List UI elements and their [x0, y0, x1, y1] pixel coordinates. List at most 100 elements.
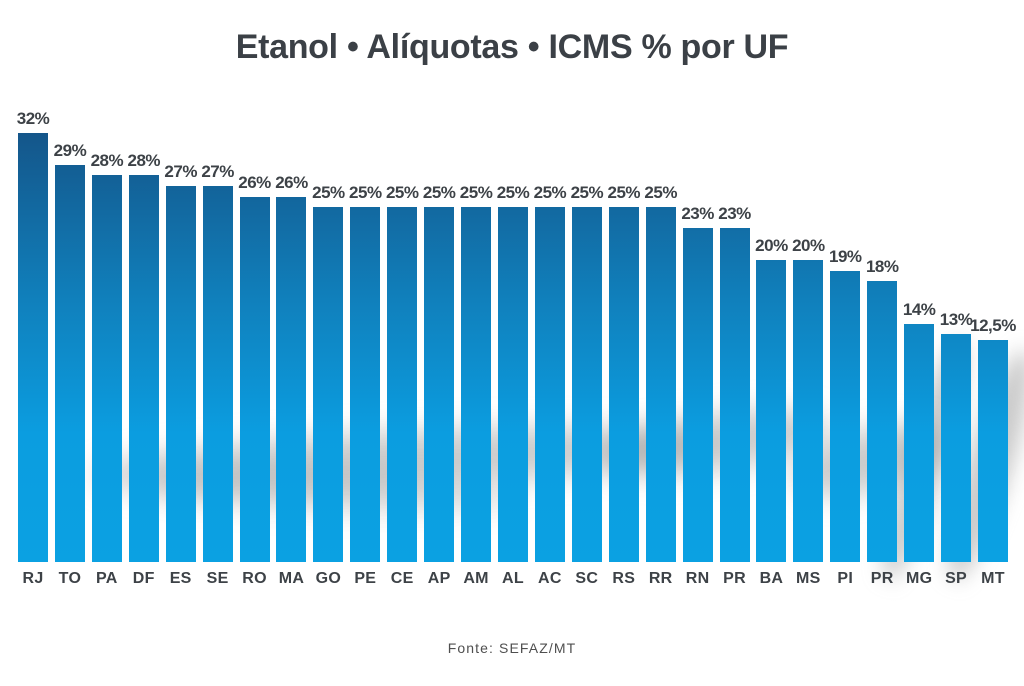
bar-column: 20% BA	[755, 236, 788, 587]
bar-column: 25% RS	[607, 183, 640, 587]
bar-value-label: 25%	[533, 183, 567, 202]
bar-column: 25% RR	[644, 183, 677, 587]
bar	[977, 340, 1008, 562]
bar-column: 25% PE	[349, 183, 382, 587]
bar-value-label: 25%	[607, 183, 641, 202]
bar	[128, 175, 159, 562]
bar-column: 25% AM	[460, 183, 493, 587]
bar-column: 26% RO	[238, 173, 271, 587]
bar-category-label: ES	[169, 570, 192, 587]
bar-column: 23% RN	[681, 204, 714, 587]
bar	[350, 207, 381, 562]
bar-category-label: MT	[981, 570, 1005, 587]
bar	[497, 207, 528, 562]
bar-value-label: 23%	[681, 204, 714, 223]
bar-category-label: AM	[463, 570, 489, 587]
bar-category-label: MA	[278, 570, 305, 587]
bar-category-label: MG	[905, 570, 933, 587]
bar	[534, 207, 565, 562]
bar-value-label: 27%	[164, 162, 197, 181]
bar-category-label: RO	[242, 570, 267, 587]
bar-value-label: 25%	[496, 183, 530, 202]
bar-column: 12,5% MT	[970, 316, 1016, 587]
bar-category-label: AC	[538, 570, 562, 587]
bar-column: 28% PA	[91, 151, 124, 587]
bar-value-label: 32%	[16, 109, 50, 128]
bar	[608, 207, 639, 562]
bar-value-label: 13%	[939, 310, 973, 329]
bar-value-label: 12,5%	[970, 316, 1016, 335]
bar-column: 27% ES	[164, 162, 197, 587]
bar-value-label: 25%	[570, 183, 604, 202]
bar-category-label: MS	[796, 570, 821, 587]
bar-column: 25% AP	[423, 183, 456, 587]
bar	[424, 207, 455, 562]
bar-column: 23% PR	[718, 204, 751, 587]
bar	[313, 207, 344, 562]
bar-column: 13% SP	[940, 310, 973, 587]
bar	[904, 324, 935, 562]
bar-category-label: PR	[870, 570, 894, 587]
bar-category-label: PA	[96, 570, 118, 587]
bar-category-label: PI	[837, 570, 854, 587]
bar	[941, 334, 972, 562]
bar-value-label: 29%	[53, 141, 87, 160]
bar	[202, 186, 233, 562]
bar	[165, 186, 196, 562]
bar-category-label: AL	[502, 570, 524, 587]
bar	[867, 281, 898, 562]
bar-column: 25% AC	[534, 183, 567, 587]
bar-column: 18% PR	[866, 257, 899, 587]
bar-column: 25% GO	[312, 183, 345, 587]
bar-value-label: 26%	[275, 173, 308, 192]
bar-value-label: 28%	[90, 151, 124, 170]
bar-category-label: SE	[206, 570, 229, 587]
bar-value-label: 18%	[865, 257, 899, 276]
source-caption: Fonte: SEFAZ/MT	[447, 640, 577, 656]
bar-value-label: 25%	[422, 183, 456, 202]
bar-value-label: 27%	[201, 162, 234, 181]
bar	[461, 207, 492, 562]
bar-column: 19% PI	[829, 247, 862, 587]
bar-value-label: 28%	[127, 151, 161, 170]
bar-category-label: TO	[58, 570, 82, 587]
bar-column: 32% RJ	[17, 109, 50, 587]
bar-value-label: 26%	[238, 173, 271, 192]
bar-column: 29% TO	[54, 141, 87, 587]
bar-category-label: SC	[575, 570, 599, 587]
bar-category-label: AP	[427, 570, 451, 587]
bar-column: 25% SC	[571, 183, 604, 587]
bar-chart: 32% RJ 29% TO 28% PA 28% DF 27% ES 27% SE 26% RO 26% MA…	[17, 109, 1017, 587]
bar-category-label: DF	[132, 570, 155, 587]
bar	[18, 133, 48, 562]
bar-category-label: CE	[390, 570, 414, 587]
bar	[276, 197, 307, 562]
bar-value-label: 20%	[755, 236, 788, 255]
bar	[571, 207, 602, 562]
bar-value-label: 25%	[644, 183, 677, 202]
bar	[830, 271, 861, 562]
bar	[756, 260, 787, 562]
bar-value-label: 25%	[385, 183, 419, 202]
bar-category-label: RR	[648, 570, 673, 587]
bar-value-label: 25%	[349, 183, 382, 202]
bar-column: 26% MA	[275, 173, 308, 587]
bar	[54, 165, 85, 562]
bar	[682, 228, 713, 562]
bar-category-label: RJ	[22, 570, 44, 587]
bar	[91, 175, 122, 562]
bar	[793, 260, 824, 562]
bar-column: 27% SE	[201, 162, 234, 587]
bar-category-label: RS	[612, 570, 636, 587]
bar-column: 20% MS	[792, 236, 825, 587]
bar-value-label: 14%	[902, 300, 936, 319]
bar	[719, 228, 750, 562]
bar-value-label: 19%	[829, 247, 862, 266]
bar-column: 25% AL	[497, 183, 530, 587]
bar-value-label: 23%	[718, 204, 751, 223]
bar-value-label: 25%	[459, 183, 493, 202]
bar-column: 14% MG	[903, 300, 936, 587]
bar-column: 28% DF	[128, 151, 161, 587]
bar-category-label: RN	[685, 570, 710, 587]
